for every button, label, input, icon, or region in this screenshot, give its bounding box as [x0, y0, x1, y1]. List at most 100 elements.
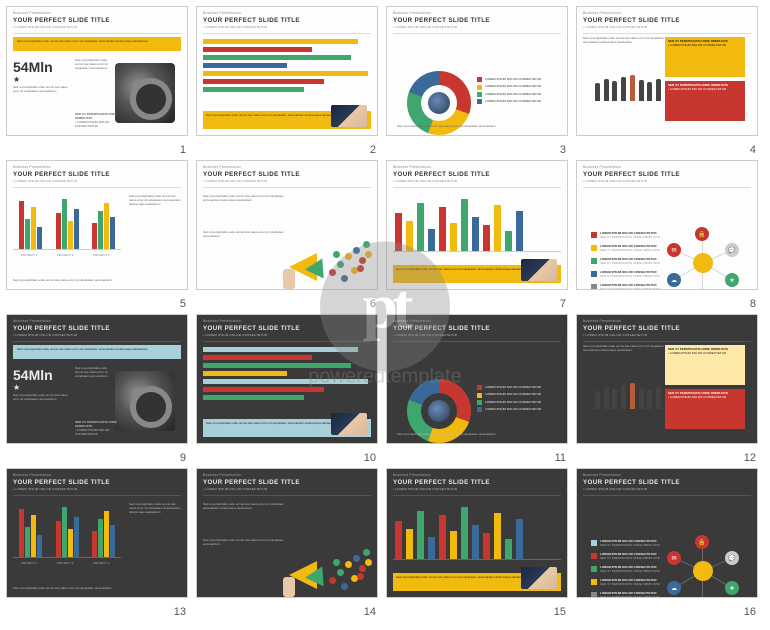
bar [450, 223, 457, 251]
slide-number: 4 [750, 144, 756, 156]
slide-cell[interactable]: Business Presentation YOUR PERFECT SLIDE… [196, 314, 378, 464]
gear-image [115, 63, 175, 123]
network-center [693, 561, 713, 581]
legend-swatch [477, 400, 482, 405]
slide-cell[interactable]: Business Presentation YOUR PERFECT SLIDE… [6, 314, 188, 464]
slide-cell[interactable]: Business Presentation YOUR PERFECT SLIDE… [576, 160, 758, 310]
bar [56, 213, 61, 249]
slide-title: YOUR PERFECT SLIDE TITLE [393, 17, 561, 24]
pretitle: Business Presentation [203, 165, 371, 169]
divider [583, 495, 751, 496]
divider [203, 33, 371, 34]
slide-cell[interactable]: Business Presentation YOUR PERFECT SLIDE… [6, 160, 188, 310]
slide-body: LOREM IPSUM DOLOR CONSECTETURLOREM IPSUM… [393, 37, 561, 129]
slide-cell[interactable]: Business Presentation YOUR PERFECT SLIDE… [576, 468, 758, 618]
slide-body: Sed ut perspiciatis unde omnis iste natu… [583, 345, 751, 437]
slide-title: YOUR PERFECT SLIDE TITLE [583, 479, 751, 486]
slide-title: YOUR PERFECT SLIDE TITLE [393, 325, 561, 332]
slide-subtitle: • LOREM IPSUM DOLOR CONSECTETUR [393, 333, 561, 337]
legend-swatch [477, 99, 482, 104]
person-icon [621, 385, 626, 409]
legend-swatch [591, 284, 597, 290]
slide-thumbnail-6: Business Presentation YOUR PERFECT SLIDE… [196, 160, 378, 290]
slide-cell[interactable]: Business Presentation YOUR PERFECT SLIDE… [196, 160, 378, 310]
proj-label: PROJECT 3 [93, 561, 109, 565]
slide-cell[interactable]: Business Presentation YOUR PERFECT SLIDE… [576, 314, 758, 464]
legend-swatch [591, 258, 597, 264]
slide-cell[interactable]: Business Presentation YOUR PERFECT SLIDE… [196, 468, 378, 618]
legend-swatch [591, 592, 597, 598]
slide-title: YOUR PERFECT SLIDE TITLE [203, 325, 371, 332]
dot-icon [337, 261, 344, 268]
bar-group [13, 201, 48, 249]
hbar [203, 71, 368, 76]
network-node: 💬 [725, 551, 739, 565]
slide-cell[interactable]: Business Presentation YOUR PERFECT SLIDE… [386, 314, 568, 464]
bar [516, 211, 523, 251]
bar-group [13, 509, 48, 557]
bar [483, 533, 490, 559]
slide-subtitle: • LOREM IPSUM DOLOR CONSECTETUR [583, 333, 751, 337]
x-axis [13, 557, 121, 558]
megaphone-cone-inner [304, 566, 323, 587]
person-icon [595, 391, 600, 409]
dot-cloud [323, 541, 361, 577]
slide-header: Business Presentation YOUR PERFECT SLIDE… [7, 315, 187, 339]
hbar [203, 55, 351, 60]
big-number-block: 54Mln ★ Sed ut perspiciatis unde omnis i… [13, 367, 69, 402]
lorem-col2: Sed ut perspiciatis unde omnis iste natu… [203, 539, 287, 547]
slide-header: Business Presentation YOUR PERFECT SLIDE… [577, 7, 757, 31]
network-node: 💬 [725, 243, 739, 257]
dot-icon [353, 555, 360, 562]
slide-number: 14 [364, 606, 376, 618]
slide-number: 7 [560, 298, 566, 310]
slide-cell[interactable]: Business Presentation YOUR PERFECT SLIDE… [386, 468, 568, 618]
handshake-image [521, 259, 557, 281]
bar [31, 207, 36, 249]
bar [62, 507, 67, 557]
legend-swatch [591, 579, 597, 585]
slide-cell[interactable]: Business Presentation YOUR PERFECT SLIDE… [386, 160, 568, 310]
slide-header: Business Presentation YOUR PERFECT SLIDE… [7, 7, 187, 31]
network-node: ⟳ [695, 289, 709, 290]
network-center [693, 253, 713, 273]
lorem-col: Sed ut perspiciatis unde omnis iste natu… [129, 195, 181, 207]
bar [417, 511, 424, 559]
dot-icon [359, 565, 366, 572]
info-box-2: SED UT PERSPICIATIS UNDE OMNIS ISTE • LO… [665, 389, 745, 429]
legend-swatch [591, 540, 597, 546]
divider [203, 341, 371, 342]
person-icon [656, 79, 661, 101]
legend-row: LOREM IPSUM DOLOR CONSECTETUR [477, 385, 553, 390]
bar [68, 221, 73, 249]
slide-title: YOUR PERFECT SLIDE TITLE [393, 171, 561, 178]
person-icon [630, 75, 635, 101]
handshake-image [521, 567, 557, 589]
network-node: ☁ [667, 273, 681, 287]
bar [92, 223, 97, 249]
slide-thumbnail-13: Business Presentation YOUR PERFECT SLIDE… [6, 468, 188, 598]
bar [406, 529, 413, 559]
slide-header: Business Presentation YOUR PERFECT SLIDE… [7, 469, 187, 493]
footer-sub: SED UT PERSPICIATIS UNDE OMNIS ISTE • LO… [75, 421, 119, 437]
slide-subtitle: • LOREM IPSUM DOLOR CONSECTETUR [393, 25, 561, 29]
bar [494, 513, 501, 559]
slide-cell[interactable]: Business Presentation YOUR PERFECT SLIDE… [6, 468, 188, 618]
slide-subtitle: • LOREM IPSUM DOLOR CONSECTETUR [203, 25, 371, 29]
slide-cell[interactable]: Business Presentation YOUR PERFECT SLIDE… [576, 6, 758, 156]
legend-swatch [591, 245, 597, 251]
slide-cell[interactable]: Business Presentation YOUR PERFECT SLIDE… [6, 6, 188, 156]
slide-body: Sed ut perspiciatis unde omnis iste natu… [583, 37, 751, 129]
person-icon [630, 383, 635, 409]
legend-row: LOREM IPSUM DOLOR CONSECTETUR [477, 84, 553, 89]
x-axis [13, 249, 121, 250]
footer-text: Sed ut perspiciatis unde omnis iste natu… [397, 125, 557, 129]
person-icon [639, 388, 644, 409]
network-node: ⟳ [695, 597, 709, 598]
hbar [203, 379, 368, 384]
slide-cell[interactable]: Business Presentation YOUR PERFECT SLIDE… [196, 6, 378, 156]
divider [393, 341, 561, 342]
slide-cell[interactable]: Business Presentation YOUR PERFECT SLIDE… [386, 6, 568, 156]
slide-header: Business Presentation YOUR PERFECT SLIDE… [577, 469, 757, 493]
hbar [203, 363, 351, 368]
